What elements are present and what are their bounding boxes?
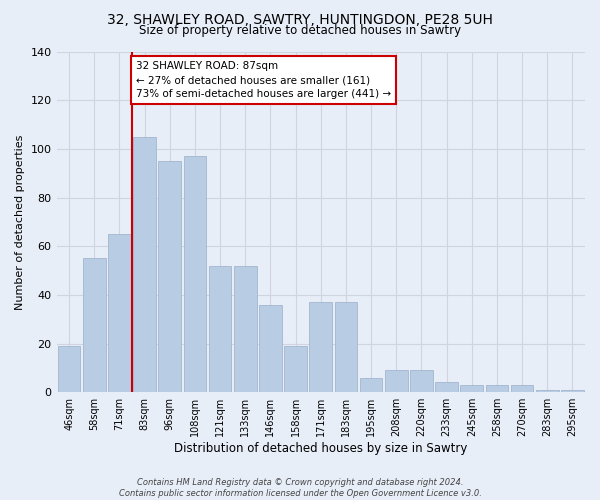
- Bar: [284, 346, 307, 392]
- Bar: [234, 266, 257, 392]
- Bar: [108, 234, 131, 392]
- Bar: [209, 266, 232, 392]
- Bar: [83, 258, 106, 392]
- Text: Contains HM Land Registry data © Crown copyright and database right 2024.
Contai: Contains HM Land Registry data © Crown c…: [119, 478, 481, 498]
- Bar: [259, 304, 282, 392]
- Bar: [184, 156, 206, 392]
- Bar: [58, 346, 80, 392]
- Text: Size of property relative to detached houses in Sawtry: Size of property relative to detached ho…: [139, 24, 461, 37]
- Bar: [158, 161, 181, 392]
- Bar: [310, 302, 332, 392]
- Bar: [335, 302, 357, 392]
- Bar: [561, 390, 584, 392]
- X-axis label: Distribution of detached houses by size in Sawtry: Distribution of detached houses by size …: [174, 442, 467, 455]
- Bar: [435, 382, 458, 392]
- Bar: [485, 385, 508, 392]
- Bar: [385, 370, 407, 392]
- Text: 32, SHAWLEY ROAD, SAWTRY, HUNTINGDON, PE28 5UH: 32, SHAWLEY ROAD, SAWTRY, HUNTINGDON, PE…: [107, 12, 493, 26]
- Bar: [460, 385, 483, 392]
- Text: 32 SHAWLEY ROAD: 87sqm
← 27% of detached houses are smaller (161)
73% of semi-de: 32 SHAWLEY ROAD: 87sqm ← 27% of detached…: [136, 61, 391, 99]
- Bar: [511, 385, 533, 392]
- Bar: [360, 378, 382, 392]
- Bar: [536, 390, 559, 392]
- Bar: [410, 370, 433, 392]
- Y-axis label: Number of detached properties: Number of detached properties: [15, 134, 25, 310]
- Bar: [133, 136, 156, 392]
